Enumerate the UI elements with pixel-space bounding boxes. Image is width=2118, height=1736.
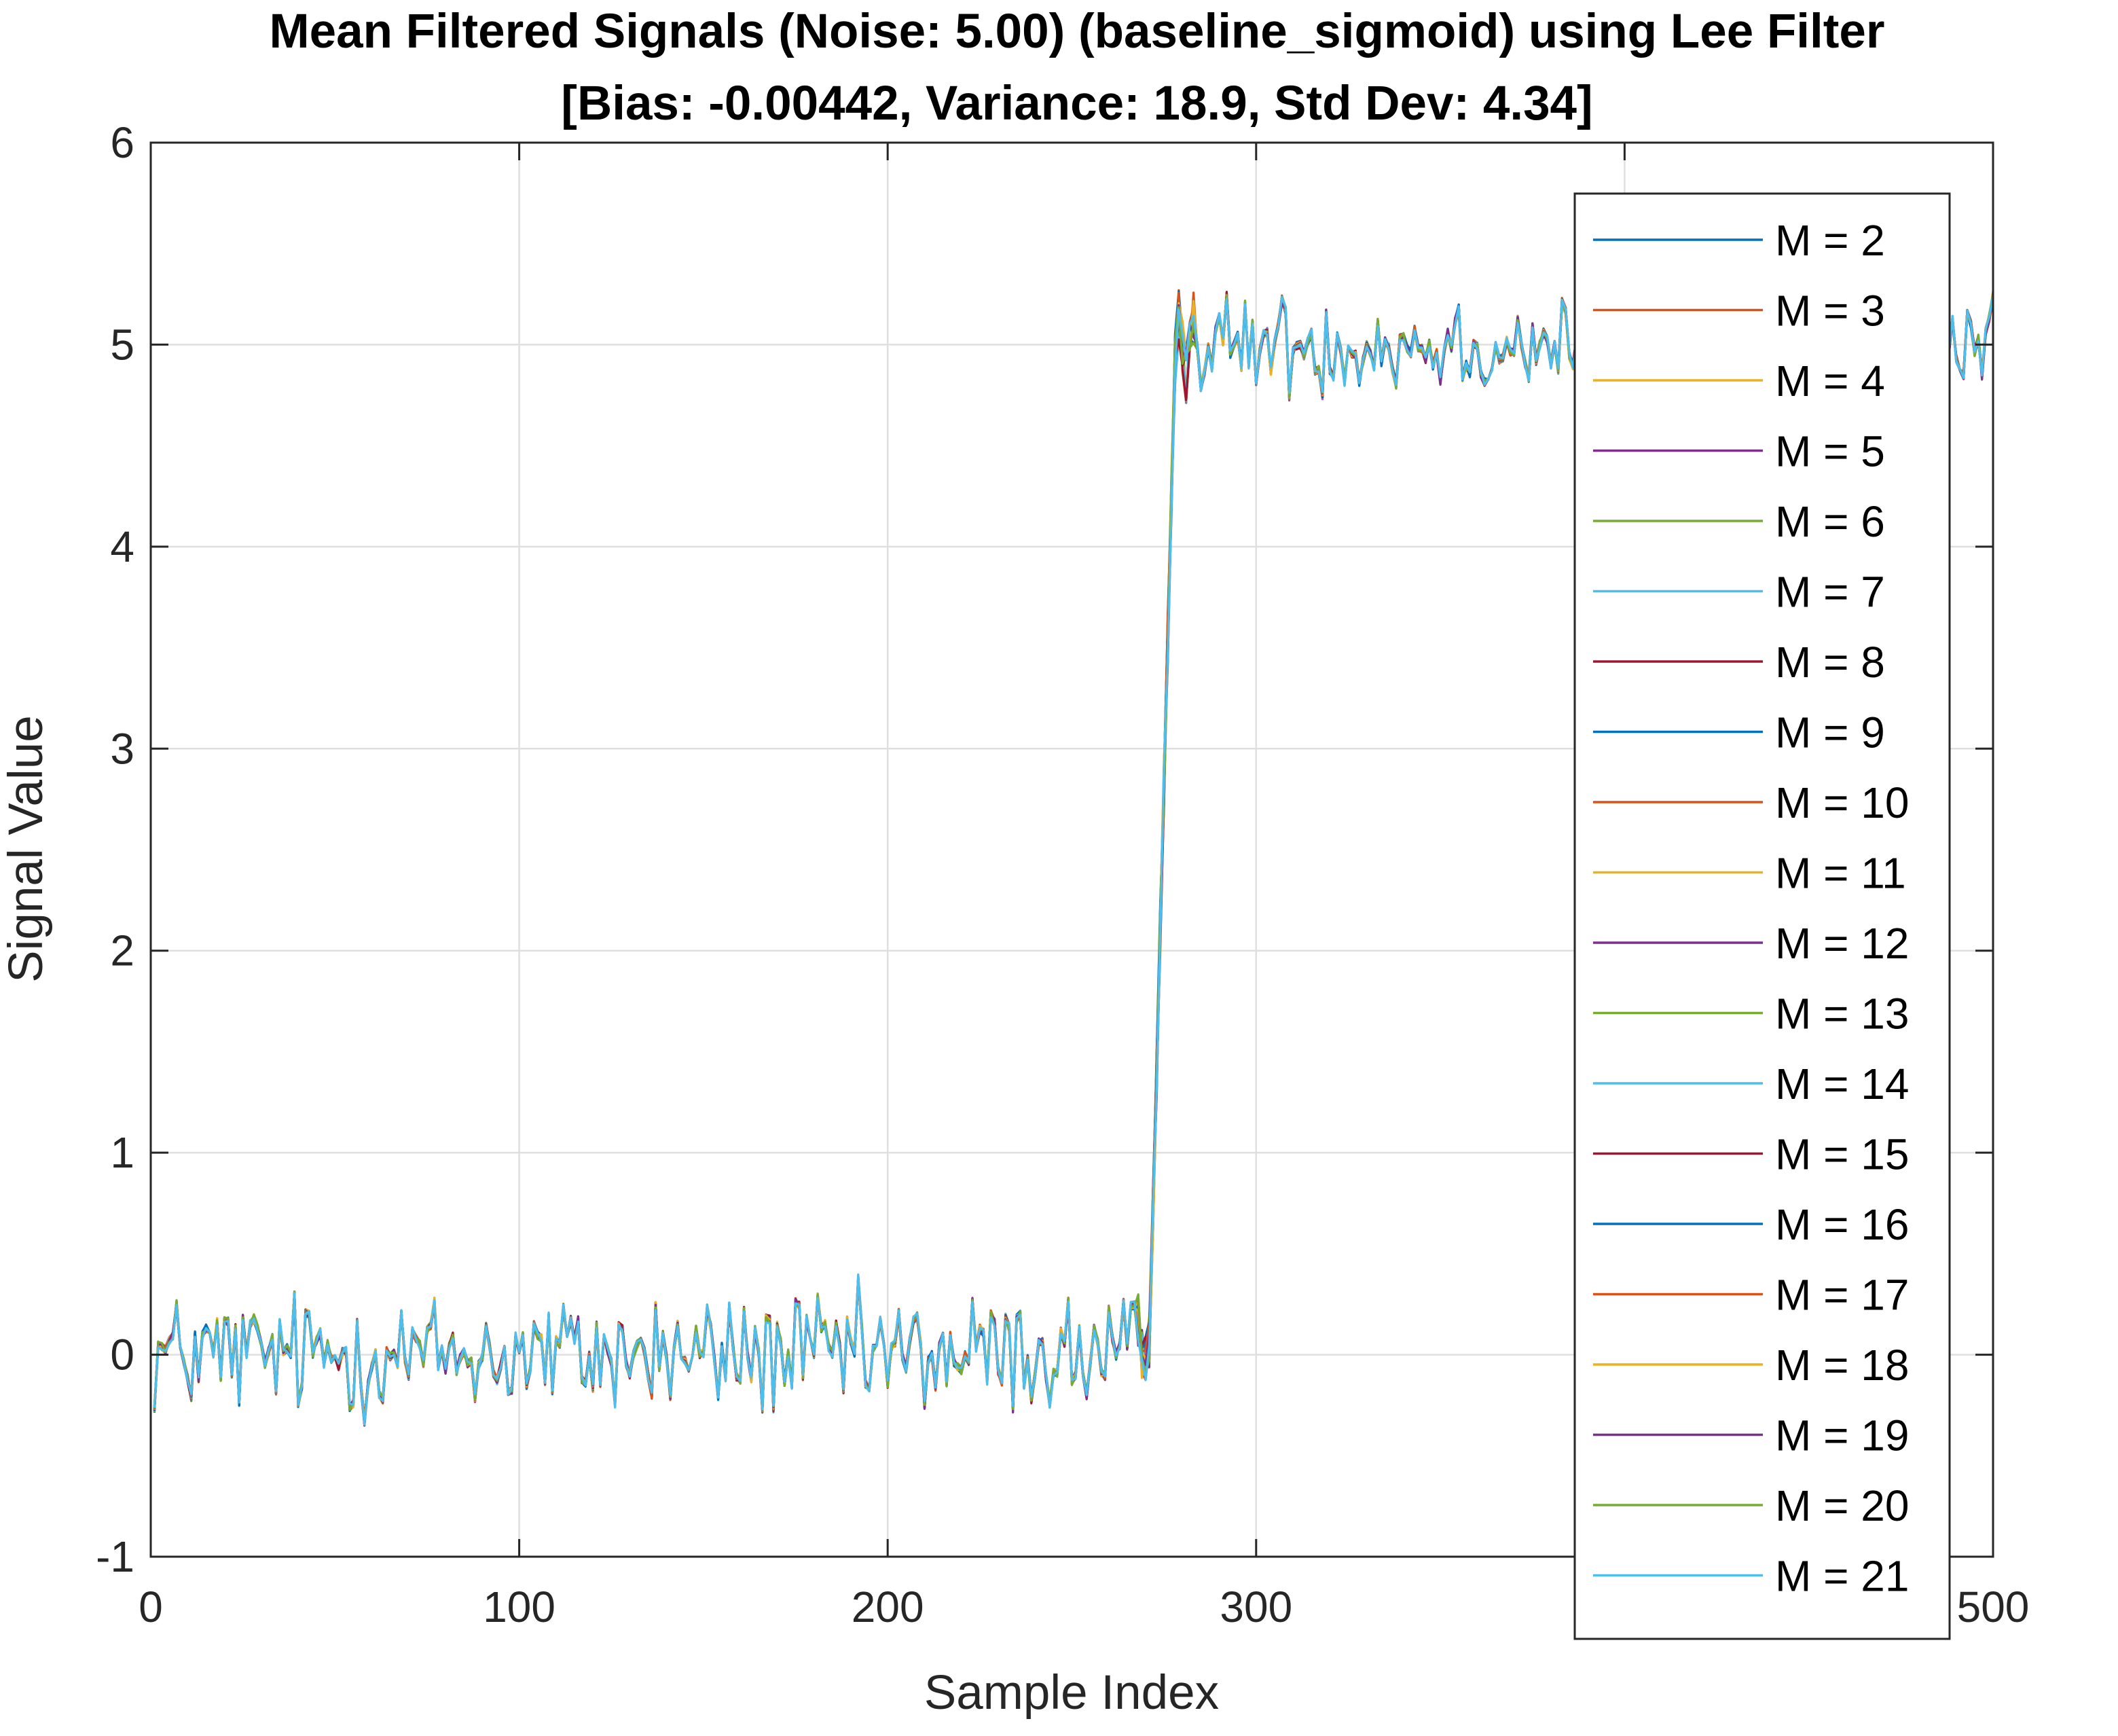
chart-title-line-1: Mean Filtered Signals (Noise: 5.00) (bas… [269, 5, 1884, 58]
legend-box [1573, 192, 1951, 1640]
legend-label: M = 8 [1775, 638, 1885, 687]
x-tick-label: 200 [852, 1583, 924, 1631]
x-axis-label: Sample Index [924, 1666, 1219, 1720]
legend-label: M = 18 [1775, 1341, 1909, 1390]
legend: M = 2 M = 3 M = 4 M = 5 M = 6 M = 7 M = 8 M = 9… [1573, 192, 1951, 1640]
y-tick-label: 6 [110, 118, 134, 167]
legend-label: M = 11 [1775, 849, 1906, 898]
legend-label: M = 9 [1775, 708, 1885, 757]
x-tick-label: 100 [483, 1583, 555, 1631]
y-tick-label: 3 [110, 724, 134, 773]
axes-box [149, 141, 1994, 1558]
legend-label: M = 7 [1775, 568, 1885, 617]
y-tick-label: 4 [110, 522, 134, 571]
x-tick-label: 300 [1220, 1583, 1292, 1631]
y-axis-label: Signal Value [0, 715, 53, 982]
legend-label: M = 3 [1775, 287, 1885, 336]
x-tick-label: 0 [139, 1583, 163, 1631]
legend-label: M = 21 [1775, 1552, 1909, 1601]
legend-label: M = 17 [1775, 1271, 1909, 1320]
legend-label: M = 5 [1775, 427, 1885, 476]
legend-label: M = 20 [1775, 1481, 1909, 1530]
legend-label: M = 19 [1775, 1411, 1909, 1460]
legend-label: M = 2 [1775, 216, 1885, 265]
x-tick-label: 500 [1957, 1583, 2030, 1631]
y-tick-label: 2 [110, 926, 134, 975]
legend-label: M = 13 [1775, 990, 1909, 1038]
y-tick-label: -1 [96, 1532, 134, 1581]
legend-label: M = 12 [1775, 919, 1909, 968]
legend-label: M = 16 [1775, 1200, 1909, 1249]
legend-label: M = 15 [1775, 1130, 1909, 1179]
legend-label: M = 6 [1775, 497, 1885, 546]
y-tick-label: 1 [110, 1128, 134, 1177]
legend-label: M = 10 [1775, 778, 1909, 827]
legend-label: M = 4 [1775, 357, 1885, 405]
chart-title-line-2: [Bias: -0.00442, Variance: 18.9, Std Dev… [561, 77, 1592, 130]
y-tick-label: 0 [110, 1331, 134, 1379]
legend-label: M = 14 [1775, 1060, 1909, 1108]
y-tick-label: 5 [110, 320, 134, 369]
